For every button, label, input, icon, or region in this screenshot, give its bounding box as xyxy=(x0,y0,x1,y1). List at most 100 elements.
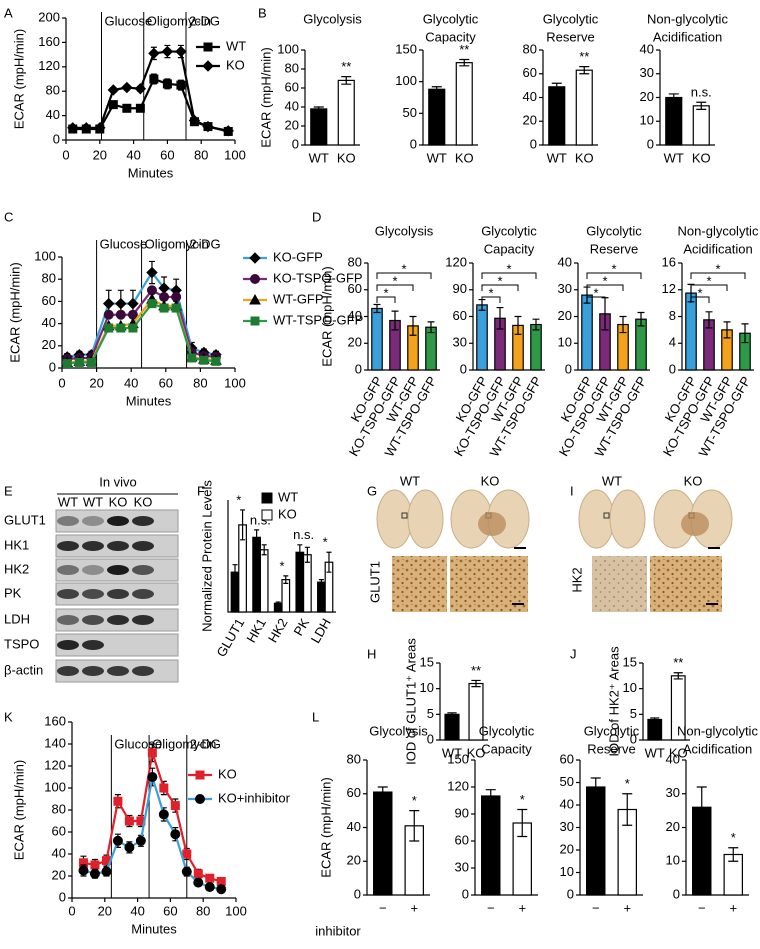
marker xyxy=(128,323,138,333)
y-tick-label: 0 xyxy=(669,361,676,376)
x-axis-label: Minutes xyxy=(126,393,172,408)
blot-band xyxy=(107,516,129,526)
significance: ** xyxy=(471,663,481,678)
bracket-label: * xyxy=(383,285,388,300)
blot-row-label: TSPO xyxy=(4,636,39,651)
y-tick-label: 40 xyxy=(523,89,537,104)
y-axis-label: ECAR (mpH/min) xyxy=(319,266,334,366)
y-tick-label: 0 xyxy=(49,359,56,374)
x-tick-label: 80 xyxy=(196,903,210,918)
significance: ** xyxy=(341,59,351,74)
x-axis-label: inhibitor xyxy=(315,923,361,938)
marker xyxy=(94,122,106,134)
y-tick-label: 0 xyxy=(460,361,467,376)
significance: n.s. xyxy=(293,527,314,542)
y-tick-label: 100 xyxy=(395,73,417,88)
y-tick-label: 160 xyxy=(44,713,66,728)
y-tick-label: 0 xyxy=(630,731,637,746)
marker xyxy=(103,309,114,320)
roi-box xyxy=(401,512,408,519)
legend-label: KO xyxy=(278,506,297,521)
bracket-label: * xyxy=(488,285,493,300)
marker xyxy=(78,865,89,876)
chart-title: Glycolysis xyxy=(369,723,428,738)
y-tick-label: 10 xyxy=(640,113,654,128)
error-bar xyxy=(341,76,352,85)
y-tick-label: 30 xyxy=(558,281,572,296)
blot-band xyxy=(82,666,104,676)
y-tick-label: 120 xyxy=(38,58,60,73)
y-axis-label: Normalized Protein Levels xyxy=(199,480,214,632)
panel-letter: E xyxy=(4,483,13,498)
blot-row-label: HK1 xyxy=(4,537,29,552)
y-tick-label: 15 xyxy=(623,654,637,669)
y-axis-label: IOD of HK2⁺ Areas xyxy=(606,646,621,757)
bracket-label: * xyxy=(697,285,702,300)
y-tick-label: 40 xyxy=(42,315,56,330)
significance: * xyxy=(520,792,525,807)
histology-wt xyxy=(592,556,647,612)
chart-title: Acidification xyxy=(683,741,752,756)
error-bar xyxy=(517,808,528,838)
x-tick-label: 60 xyxy=(163,903,177,918)
marker xyxy=(193,877,204,888)
x-tick-label: + xyxy=(729,900,737,915)
y-tick-label: 40 xyxy=(348,308,362,323)
error-bar xyxy=(496,306,504,330)
panel-letter: I xyxy=(570,483,574,498)
brain-section xyxy=(578,489,615,549)
error-bar xyxy=(619,315,627,334)
y-tick-label: 0 xyxy=(565,361,572,376)
x-tick-label: WT xyxy=(664,150,684,165)
blot-band xyxy=(132,666,154,676)
y-tick-label: 0 xyxy=(647,136,654,151)
bracket xyxy=(690,272,746,279)
y-axis-label: ECAR (mpH/min) xyxy=(11,760,26,860)
x-axis-label: Minutes xyxy=(128,165,174,180)
significance: * xyxy=(625,776,630,791)
y-tick-label: 90 xyxy=(453,281,467,296)
x-tick-label: 20 xyxy=(89,375,103,390)
bar xyxy=(317,581,326,613)
stimulus-label: 2-DG xyxy=(189,13,220,28)
y-tick-label: 140 xyxy=(44,735,66,750)
y-tick-label: 5 xyxy=(630,706,637,721)
marker xyxy=(193,869,203,879)
y-tick-label: 20 xyxy=(52,867,66,882)
blot-band xyxy=(57,589,79,599)
legend-label: WT xyxy=(278,489,298,504)
y-tick-label: 30 xyxy=(453,335,467,350)
blot-band xyxy=(132,565,154,575)
blot-band xyxy=(82,516,104,526)
x-tick-label: 20 xyxy=(98,903,112,918)
marker xyxy=(146,266,158,279)
bar xyxy=(428,88,446,146)
lane-label: WT xyxy=(83,494,103,509)
y-tick-label: 10 xyxy=(623,680,637,695)
x-axis-label: Minutes xyxy=(131,921,177,936)
x-tick-label: − xyxy=(592,900,600,915)
brain-section xyxy=(609,489,646,549)
y-tick-label: 8 xyxy=(669,308,676,323)
y-tick-label: 0 xyxy=(567,886,574,901)
y-tick-label: 60 xyxy=(285,79,299,94)
y-tick-label: 60 xyxy=(453,308,467,323)
chart-title: Glycolysis xyxy=(375,223,434,238)
y-tick-label: 0 xyxy=(427,731,434,746)
chart-title: Glycolytic xyxy=(479,723,535,738)
marker xyxy=(202,120,214,133)
marker xyxy=(135,835,146,846)
chart-title: Reserve xyxy=(587,741,635,756)
bar xyxy=(530,323,542,371)
y-tick-label: 30 xyxy=(455,859,469,874)
marker xyxy=(135,103,145,113)
marker xyxy=(121,81,133,94)
blot-band xyxy=(107,589,129,599)
x-tick-label: 80 xyxy=(194,147,208,162)
y-axis-label: ECAR (mpH/min) xyxy=(11,29,26,129)
chart-title: Acidification xyxy=(683,241,752,256)
y-tick-label: 0 xyxy=(673,886,680,901)
error-bar xyxy=(741,323,749,344)
bracket xyxy=(481,284,519,291)
chart-title: Capacity xyxy=(425,29,476,44)
